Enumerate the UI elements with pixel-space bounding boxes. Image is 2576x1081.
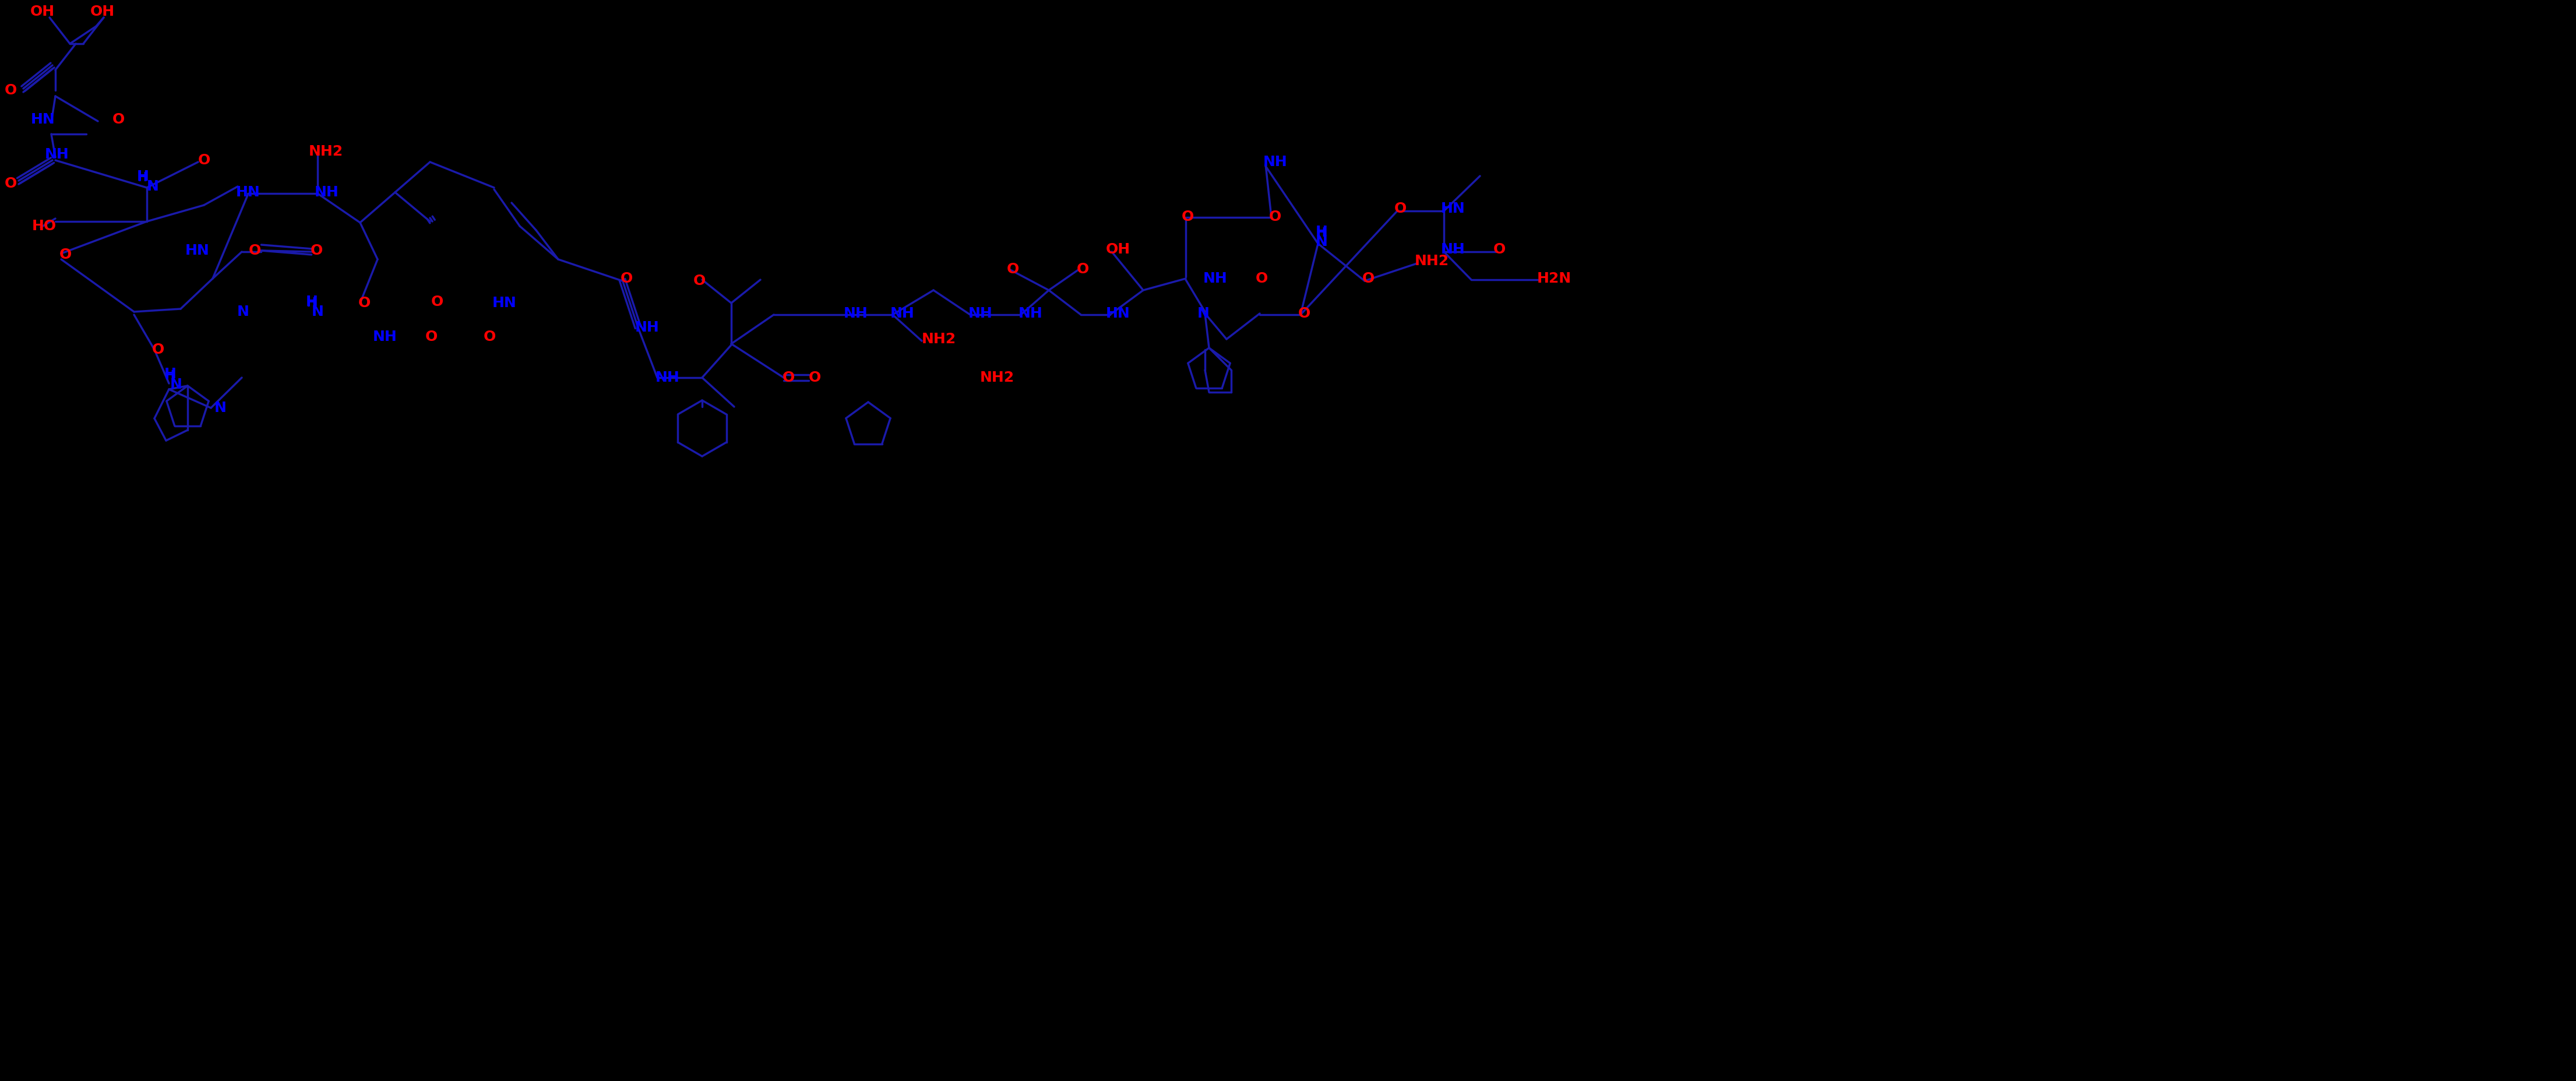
Text: NH: NH: [44, 147, 70, 161]
Text: NH: NH: [1440, 242, 1466, 256]
Text: N: N: [312, 305, 325, 319]
Text: O: O: [693, 273, 706, 288]
Text: O: O: [358, 296, 371, 310]
Text: O: O: [1298, 307, 1311, 320]
Text: H2N: H2N: [1538, 271, 1571, 285]
Text: H: H: [137, 170, 149, 184]
Text: HN: HN: [492, 296, 518, 310]
Text: O: O: [1255, 271, 1267, 285]
Text: N: N: [214, 401, 227, 415]
Text: O: O: [1182, 210, 1195, 224]
Text: NH: NH: [1203, 271, 1229, 285]
Text: OH: OH: [31, 4, 54, 18]
Text: O: O: [430, 295, 443, 309]
Text: HN: HN: [237, 185, 260, 199]
Text: O: O: [1007, 263, 1020, 277]
Text: HN: HN: [185, 243, 209, 257]
Text: O: O: [621, 271, 634, 285]
Text: O: O: [425, 330, 438, 344]
Text: NH2: NH2: [979, 371, 1015, 385]
Text: NH2: NH2: [309, 145, 343, 159]
Text: O: O: [1494, 242, 1507, 256]
Text: H: H: [307, 297, 317, 309]
Text: NH: NH: [654, 371, 680, 385]
Text: N: N: [170, 377, 183, 391]
Text: NH: NH: [1262, 155, 1288, 169]
Text: HN: HN: [1440, 202, 1466, 215]
Text: O: O: [484, 330, 497, 344]
Text: H: H: [165, 368, 178, 382]
Text: H: H: [137, 172, 147, 184]
Text: O: O: [1363, 271, 1376, 285]
Text: O: O: [1270, 210, 1280, 224]
Text: O: O: [783, 371, 796, 385]
Text: NH2: NH2: [922, 332, 956, 346]
Text: O: O: [312, 243, 322, 257]
Text: O: O: [5, 176, 18, 190]
Text: H: H: [1316, 225, 1327, 239]
Text: H: H: [165, 370, 175, 382]
Text: HN: HN: [1105, 307, 1131, 320]
Text: O: O: [809, 371, 822, 385]
Text: O: O: [1394, 202, 1406, 215]
Text: NH: NH: [314, 185, 340, 199]
Text: NH2: NH2: [1414, 254, 1450, 268]
Text: NH: NH: [891, 307, 914, 320]
Text: NH: NH: [636, 320, 659, 334]
Text: N: N: [147, 179, 160, 193]
Text: N: N: [237, 305, 250, 319]
Text: H: H: [307, 295, 317, 309]
Text: O: O: [152, 343, 165, 357]
Text: NH: NH: [374, 330, 397, 344]
Text: OH: OH: [1105, 242, 1131, 256]
Text: HN: HN: [31, 112, 54, 126]
Text: HO: HO: [31, 219, 57, 233]
Text: O: O: [5, 83, 18, 97]
Text: O: O: [250, 243, 260, 257]
Text: N: N: [1316, 235, 1327, 249]
Text: O: O: [113, 112, 124, 126]
Text: H: H: [1316, 227, 1327, 239]
Text: O: O: [198, 154, 211, 168]
Text: OH: OH: [90, 4, 116, 18]
Text: NH: NH: [1018, 307, 1043, 320]
Text: O: O: [59, 248, 72, 262]
Text: O: O: [1077, 263, 1090, 277]
Text: N: N: [1198, 307, 1211, 320]
Text: NH: NH: [845, 307, 868, 320]
Text: NH: NH: [969, 307, 992, 320]
